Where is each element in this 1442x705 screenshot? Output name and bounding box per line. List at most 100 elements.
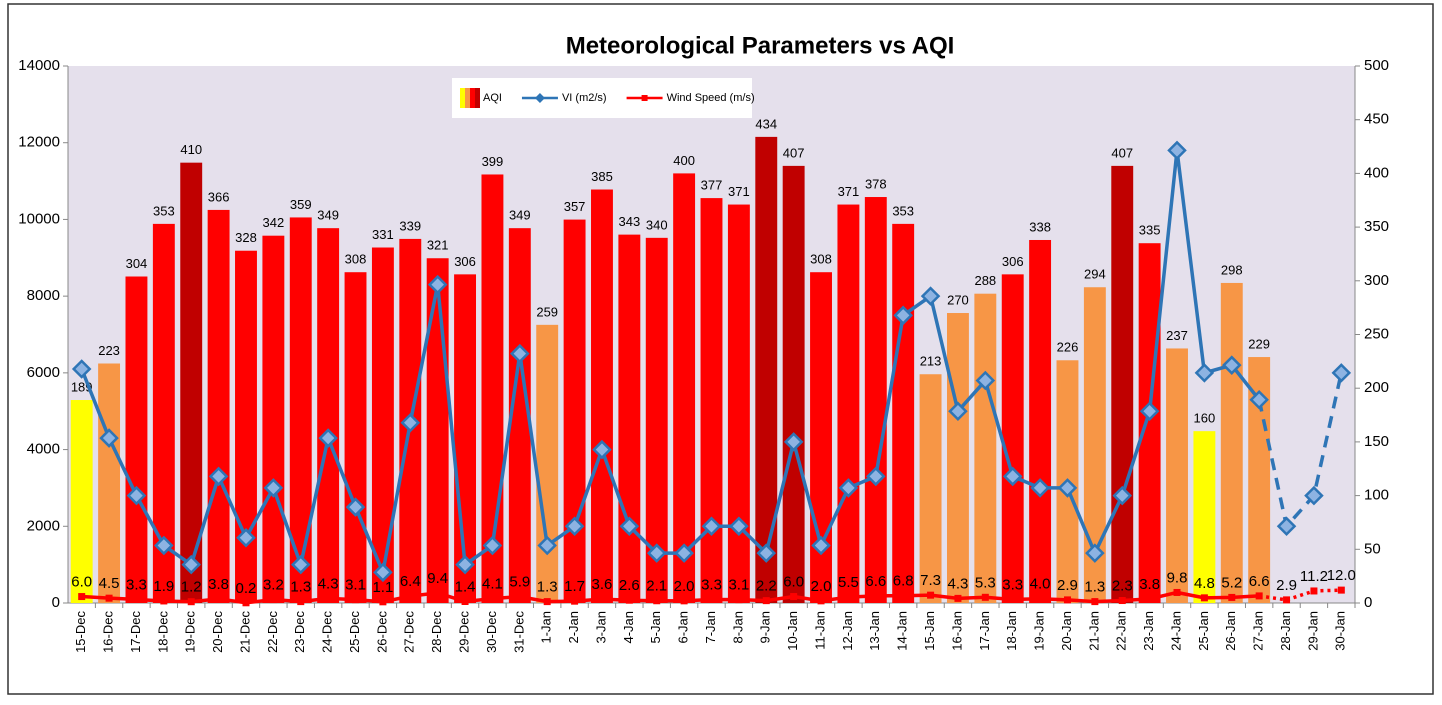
data-label: 1.1 <box>372 579 393 596</box>
bar <box>344 272 367 603</box>
marker <box>263 478 284 498</box>
marker <box>324 594 332 602</box>
x-tick-label: 7-Jan <box>703 611 718 644</box>
bar <box>235 250 257 603</box>
marker <box>948 401 968 421</box>
bar <box>125 276 148 603</box>
x-tick-label: 9-Jan <box>758 611 773 644</box>
x-tick-label: 23-Dec <box>292 611 307 653</box>
bar <box>1001 274 1024 603</box>
bar-label: 328 <box>235 230 257 245</box>
bar <box>536 324 559 603</box>
marker <box>1009 595 1017 603</box>
x-tick-label: 16-Jan <box>949 611 964 651</box>
data-label: 6.8 <box>893 573 914 590</box>
bar-label: 331 <box>372 227 394 242</box>
x-tick-label: 5-Jan <box>648 611 663 644</box>
x-tick-label: 29-Jan <box>1305 611 1320 651</box>
marker <box>543 598 551 606</box>
bar <box>207 209 230 603</box>
bar-label: 229 <box>1248 336 1270 351</box>
x-tick-label: 13-Jan <box>867 611 882 651</box>
y-tick-label: 0 <box>52 594 60 611</box>
x-tick-label: 22-Dec <box>265 611 280 653</box>
bar-label: 359 <box>290 197 312 212</box>
marker <box>510 343 530 364</box>
x-tick-label: 12-Jan <box>840 611 855 651</box>
x-tick-label: 22-Jan <box>1114 611 1129 651</box>
marker <box>99 428 119 448</box>
marker <box>735 596 743 604</box>
marker <box>564 516 585 537</box>
x-tick-label: 1-Jan <box>539 611 554 644</box>
bar-label: 335 <box>1139 223 1161 238</box>
bar-label: 371 <box>838 184 860 199</box>
marker <box>646 543 667 563</box>
marker <box>1331 363 1352 383</box>
marker <box>592 439 612 460</box>
y2-tick-label: 50 <box>1364 540 1381 557</box>
marker <box>653 597 661 605</box>
bar <box>1166 348 1188 603</box>
bar <box>673 173 696 603</box>
marker <box>400 412 421 433</box>
bar <box>618 234 641 604</box>
marker <box>1173 588 1181 596</box>
bar <box>563 219 586 603</box>
bar <box>289 217 312 603</box>
data-label: 6.6 <box>1249 573 1270 590</box>
marker <box>701 516 722 537</box>
x-tick-label: 11-Jan <box>812 611 827 650</box>
x-tick-label: 21-Jan <box>1086 611 1101 651</box>
x-tick-label: 21-Dec <box>237 611 252 653</box>
x-tick-label: 19-Dec <box>183 611 198 653</box>
data-label: 9.8 <box>1167 569 1188 586</box>
data-label: 3.3 <box>1002 576 1023 593</box>
marker <box>406 592 414 600</box>
x-tick-label: 2-Jan <box>566 611 581 644</box>
x-tick-label: 17-Dec <box>128 611 143 653</box>
marker <box>434 589 442 597</box>
bar-label: 223 <box>98 343 120 358</box>
legend-swatch <box>475 88 480 108</box>
bar-label: 160 <box>1194 411 1216 426</box>
x-tick-label: 28-Dec <box>429 611 444 653</box>
bar <box>152 223 175 604</box>
data-label: 2.0 <box>811 578 832 595</box>
marker <box>236 528 256 548</box>
data-label: 2.6 <box>619 577 640 594</box>
legend-marker <box>641 95 648 101</box>
bar-label: 353 <box>153 203 175 218</box>
bar-label: 304 <box>126 256 148 271</box>
bar <box>591 189 613 603</box>
marker <box>927 591 935 599</box>
x-tick-label: 20-Dec <box>210 611 225 653</box>
data-label: 2.1 <box>646 578 667 595</box>
y-tick-label: 12000 <box>18 134 60 151</box>
bar-label: 340 <box>646 217 668 232</box>
x-tick-label: 31-Dec <box>511 611 526 653</box>
marker <box>708 595 715 603</box>
marker <box>1057 478 1078 498</box>
x-tick-label: 25-Dec <box>347 611 362 653</box>
x-tick-label: 16-Dec <box>101 611 116 653</box>
data-label: 3.8 <box>208 576 229 593</box>
marker <box>373 562 393 583</box>
marker <box>756 543 777 563</box>
marker <box>817 597 825 605</box>
data-label: 5.9 <box>509 574 530 591</box>
bar-label: 349 <box>509 208 531 223</box>
bar <box>864 197 887 603</box>
line-projection <box>1258 588 1342 602</box>
data-label: 1.4 <box>455 578 476 595</box>
marker <box>811 535 831 556</box>
data-label: 6.4 <box>400 573 421 590</box>
marker <box>1139 401 1160 421</box>
bar-label: 288 <box>974 273 996 288</box>
data-label: 11.2 <box>1300 568 1328 585</box>
bar <box>180 162 203 603</box>
bar-label: 407 <box>1111 145 1133 160</box>
marker <box>1085 543 1105 563</box>
bar-label: 366 <box>208 189 230 204</box>
